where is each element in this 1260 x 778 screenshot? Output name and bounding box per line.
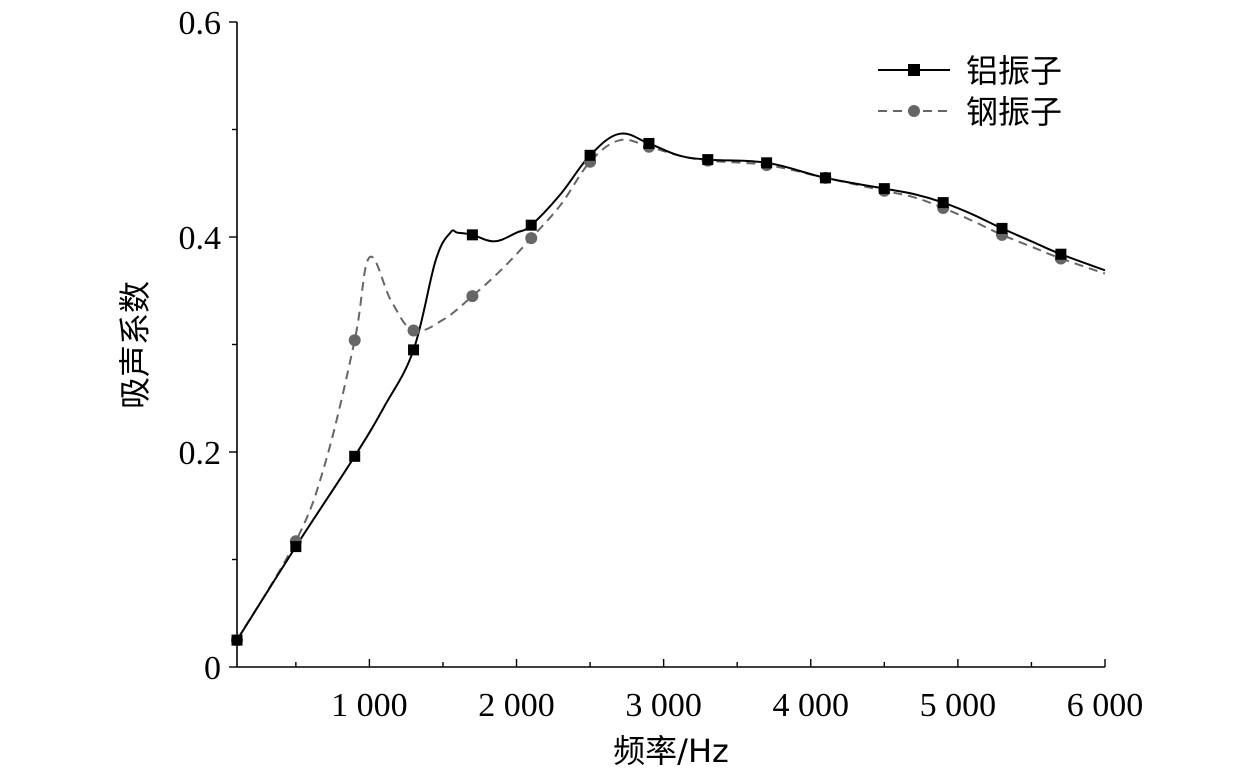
legend-label-steel: 钢振子 (966, 93, 1062, 131)
data-point-aluminum (878, 183, 890, 195)
data-point-aluminum (525, 219, 537, 231)
data-point-aluminum (643, 137, 655, 149)
data-point-steel (466, 290, 479, 303)
data-point-aluminum (584, 149, 596, 161)
data-point-aluminum (290, 541, 302, 553)
data-point-steel (348, 334, 361, 347)
legend-marker-steel (908, 105, 920, 117)
x-tick-label: 4 000 (773, 687, 850, 724)
data-point-aluminum (408, 344, 420, 356)
y-tick-label: 0.4 (179, 220, 222, 257)
data-point-aluminum (466, 229, 478, 241)
data-point-aluminum (996, 222, 1008, 234)
legend-item-aluminum: 铝振子 (878, 52, 1062, 90)
y-axis-title: 吸声系数 (116, 281, 154, 409)
series-line-aluminum (236, 132, 1106, 641)
data-point-aluminum (937, 197, 949, 209)
data-point-aluminum (349, 450, 361, 462)
x-tick-label: 1 000 (331, 687, 408, 724)
x-axis-title: 频率/Hz (613, 732, 729, 770)
ticks: 0 0.2 0.4 0.6 1 000 2 000 3 000 4 000 5 000 6 000 (179, 5, 1144, 724)
legend-label-aluminum: 铝振子 (966, 52, 1062, 90)
data-point-aluminum (819, 172, 831, 184)
series-lines (236, 132, 1106, 641)
data-point-steel (407, 324, 420, 337)
data-point-aluminum (1055, 248, 1067, 260)
series-line-steel (236, 138, 1106, 641)
y-tick-label: 0.2 (179, 435, 222, 472)
data-point-aluminum (231, 634, 243, 646)
x-tick-label: 3 000 (625, 687, 702, 724)
y-tick-label: 0.6 (179, 5, 222, 42)
x-tick-label: 2 000 (478, 687, 555, 724)
series-markers (231, 137, 1067, 647)
x-tick-label: 6 000 (1067, 687, 1144, 724)
y-tick-label: 0 (204, 650, 221, 687)
data-point-steel (525, 232, 538, 245)
x-tick-label: 5 000 (920, 687, 997, 724)
legend-item-steel: 钢振子 (878, 93, 1062, 131)
legend: 铝振子 钢振子 (878, 52, 1062, 131)
data-point-aluminum (702, 154, 714, 166)
data-point-aluminum (761, 157, 773, 169)
legend-marker-aluminum (908, 64, 920, 76)
